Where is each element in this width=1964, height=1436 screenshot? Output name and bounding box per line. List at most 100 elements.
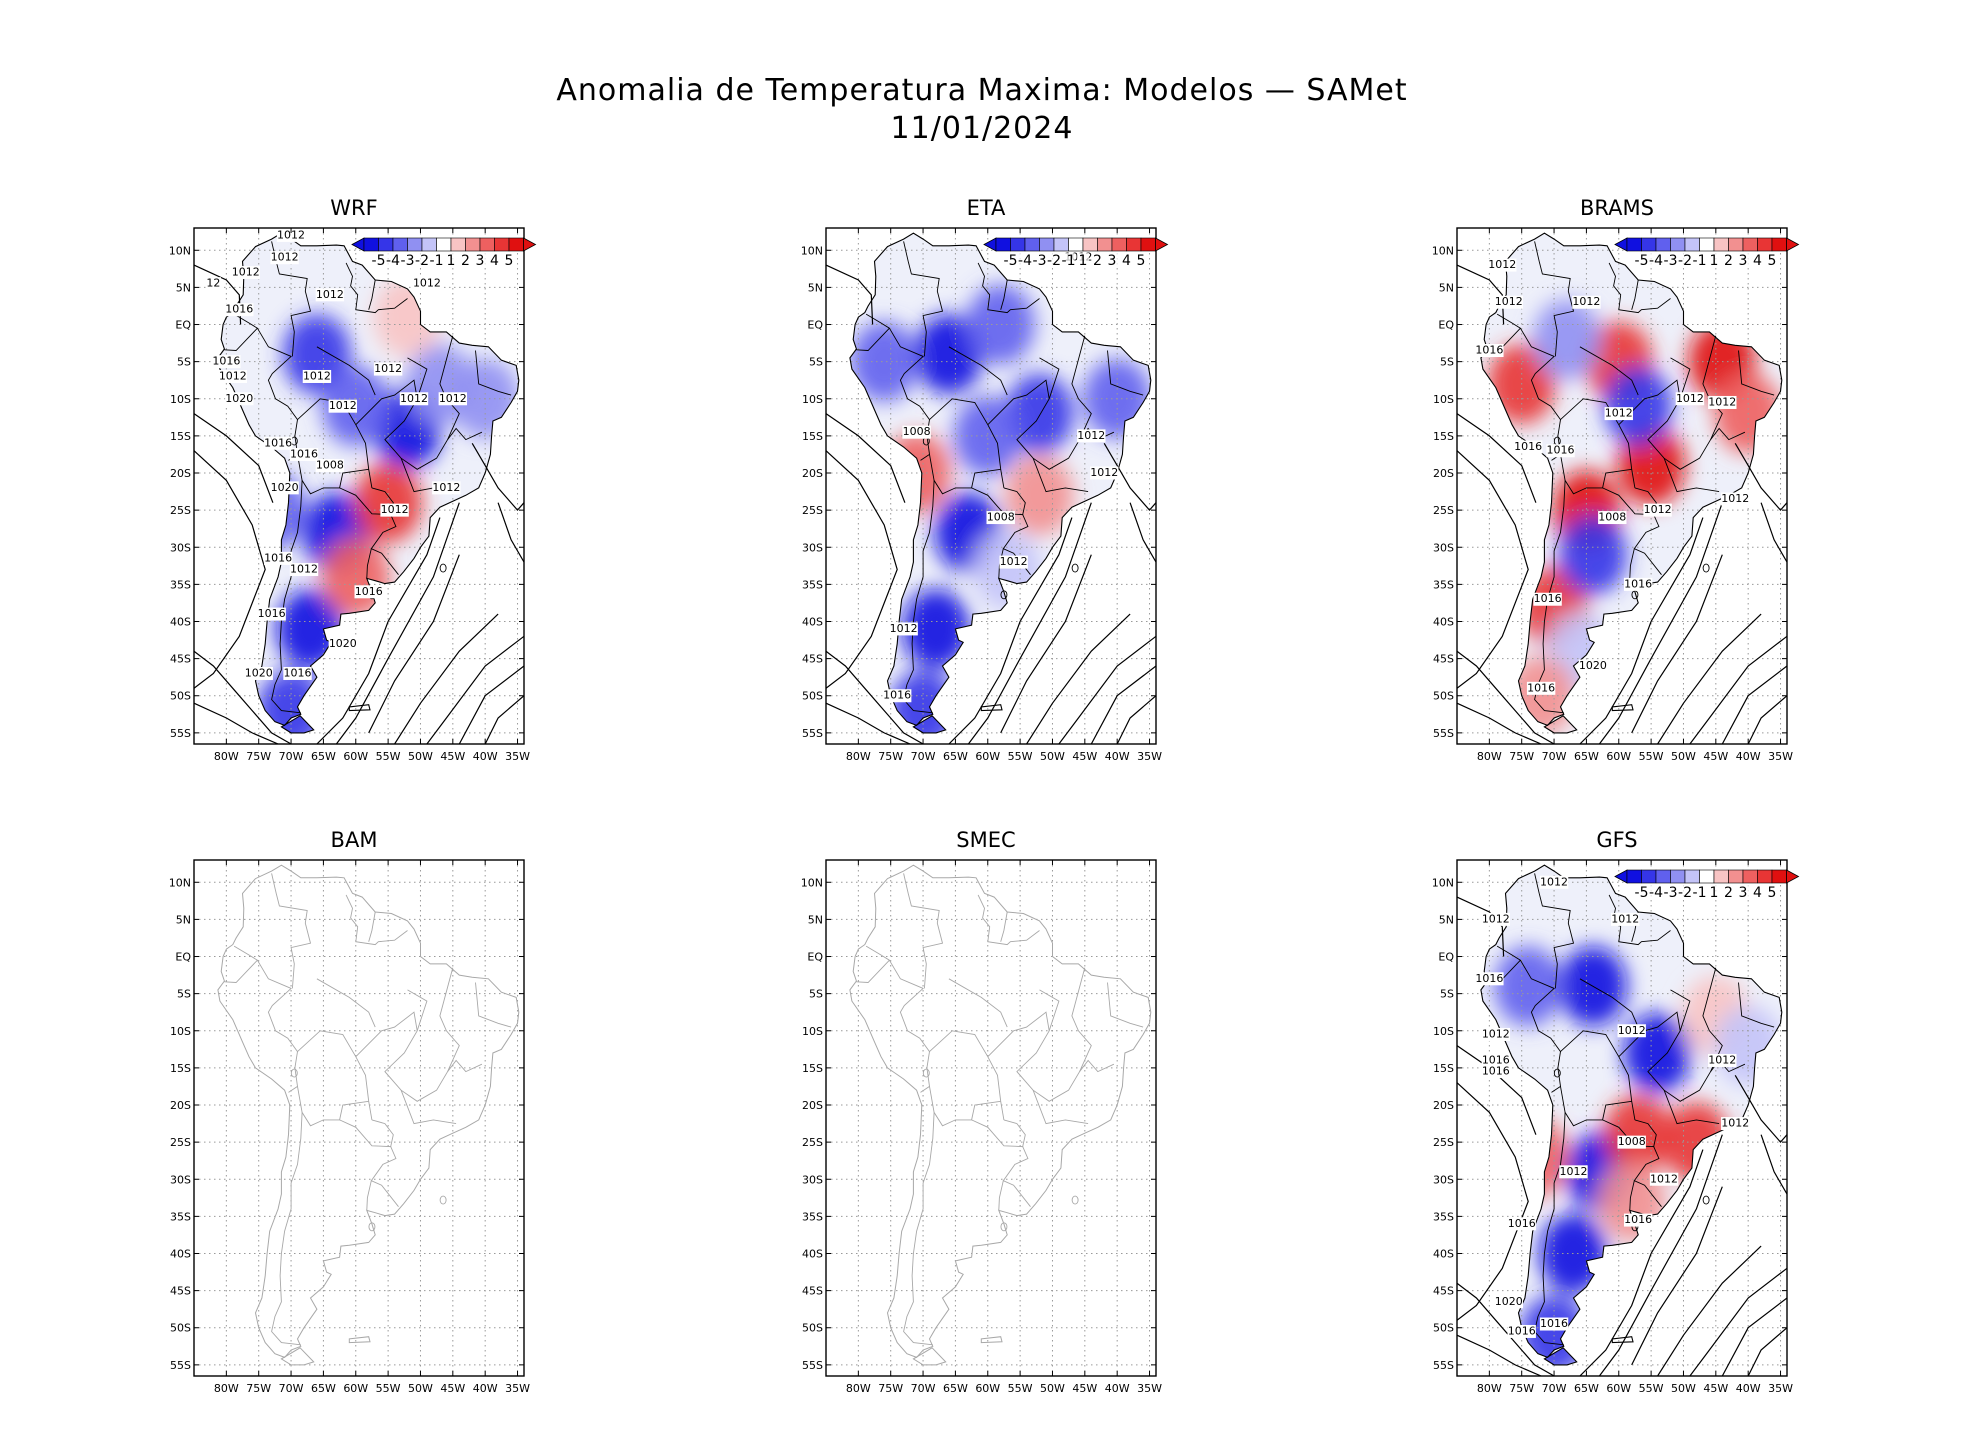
colorbar-label: 3 — [476, 253, 485, 269]
isobar-label: 1016 — [883, 689, 911, 702]
colorbar-label: -5 — [1004, 253, 1018, 269]
lat-tick-label: 25S — [1433, 1136, 1454, 1149]
colorbar-label: -2 — [1678, 885, 1692, 901]
anomaly-cell — [282, 314, 351, 395]
lat-tick-label: 55S — [170, 727, 191, 740]
lat-tick-label: 35S — [170, 578, 191, 591]
isobar-label: 1012 — [432, 481, 460, 494]
colorbar-label: 5 — [1768, 885, 1777, 901]
lat-tick-label: 35S — [802, 578, 823, 591]
lon-tick-label: 55W — [376, 750, 401, 763]
colorbar-swatch — [1126, 237, 1142, 252]
lon-tick-label: 45W — [1703, 1382, 1728, 1395]
colorbar-swatch — [407, 237, 423, 252]
lat-tick-label: 10S — [170, 393, 191, 406]
colorbar-swatch — [1010, 237, 1026, 252]
isobar-label: 1016 — [355, 585, 383, 598]
colorbar-label: 3 — [1108, 253, 1117, 269]
colorbar-label: -3 — [401, 253, 415, 269]
isobar-label: 1016 — [1514, 440, 1542, 453]
colorbar-swatch — [1140, 237, 1156, 252]
colorbar-label: -2 — [415, 253, 429, 269]
colorbar-label: 4 — [1753, 253, 1762, 269]
lon-tick-label: 50W — [408, 750, 433, 763]
country-borders — [1487, 241, 1775, 714]
map-smec: 10N 5N EQ 5S 10S 15S 20S 25S 30S 35S 40S 45S 50S 55S 8… — [801, 859, 1162, 1395]
colorbar-swatch — [421, 237, 437, 252]
lon-tick-label: 55W — [1639, 1382, 1664, 1395]
lat-tick-label: 55S — [1433, 1359, 1454, 1372]
isobar-label: 1020 — [225, 392, 253, 405]
anomaly-cell — [1494, 946, 1563, 1027]
lon-tick-label: 55W — [376, 1382, 401, 1395]
lat-tick-label: 40S — [802, 1247, 823, 1260]
lat-tick-label: 55S — [802, 727, 823, 740]
country-borders — [224, 873, 512, 1346]
colorbar-label: -3 — [1033, 253, 1047, 269]
isobar-lines — [1457, 264, 1787, 744]
isobar-label: 1012 — [1572, 295, 1600, 308]
lat-tick-label: 50S — [802, 690, 823, 703]
colorbar-label: -4 — [1649, 253, 1663, 269]
lat-tick-label: 50S — [170, 1322, 191, 1335]
colorbar-label: 2 — [461, 253, 470, 269]
lat-tick-label: 5N — [1439, 281, 1454, 294]
isobar-label: 1016 — [290, 447, 318, 460]
colorbar-swatch — [1039, 237, 1055, 252]
colorbar-label: -1 — [1062, 253, 1076, 269]
lat-tick-label: 25S — [802, 504, 823, 517]
map-panel-wrf: WRF 1012 1012 1012 12 1012 1012 1016 1016 1012 10… — [144, 194, 564, 794]
colorbar-swatch — [1111, 237, 1127, 252]
lat-tick-label: 50S — [1433, 690, 1454, 703]
lon-tick-label: 65W — [311, 1382, 336, 1395]
lat-tick-label: 55S — [170, 1359, 191, 1372]
isobar-label: 1012 — [1495, 295, 1523, 308]
anomaly-cell — [1558, 514, 1627, 595]
isobar-label: 1012 — [1090, 466, 1118, 479]
lat-tick-label: 10S — [802, 1025, 823, 1038]
anomaly-cell — [1533, 299, 1601, 380]
lon-tick-label: 70W — [911, 1382, 936, 1395]
isobar-label: 1016 — [225, 303, 253, 316]
lon-tick-label: 65W — [1574, 1382, 1599, 1395]
colorbar-legend: -5 -4 -3 -2 -1 1 2 3 4 5 — [983, 237, 1169, 269]
lat-tick-label: 30S — [802, 541, 823, 554]
isobar-label: 1012 — [1708, 1053, 1736, 1066]
lat-tick-label: 45S — [1433, 653, 1454, 666]
anomaly-cell — [1500, 1116, 1569, 1197]
lat-tick-label: 45S — [170, 1285, 191, 1298]
lat-tick-label: 45S — [1433, 1285, 1454, 1298]
anomaly-cell — [973, 529, 1042, 610]
lon-tick-label: 80W — [1477, 750, 1502, 763]
colorbar-swatch — [1742, 869, 1758, 884]
colorbar-label: 3 — [1739, 253, 1748, 269]
anomaly-cell — [1604, 1094, 1673, 1175]
lat-tick-label: EQ — [807, 319, 823, 332]
lat-tick-label: 5S — [1440, 988, 1454, 1001]
isobar-label: 1012 — [303, 369, 331, 382]
colorbar-swatch — [1082, 237, 1098, 252]
lat-tick-label: 30S — [170, 541, 191, 554]
lat-tick-label: 5N — [808, 281, 823, 294]
isobar-label: 12 — [206, 277, 220, 290]
isobar-label: 1012 — [381, 503, 409, 516]
isobar-label: 1008 — [987, 511, 1015, 524]
colorbar-swatch — [1641, 237, 1657, 252]
lat-tick-label: EQ — [175, 951, 191, 964]
lon-tick-label: 35W — [1137, 750, 1162, 763]
lon-tick-label: 70W — [279, 1382, 304, 1395]
anomaly-cell — [1005, 455, 1074, 536]
lat-tick-label: 35S — [170, 1210, 191, 1223]
colorbar-swatch — [1684, 237, 1700, 252]
colorbar-label: 1 — [1710, 253, 1719, 269]
colorbar-swatch — [1771, 869, 1787, 884]
colorbar-label: 1 — [447, 253, 456, 269]
lon-tick-label: 70W — [1542, 750, 1567, 763]
lon-tick-label: 65W — [943, 750, 968, 763]
lat-tick-label: 5S — [809, 356, 823, 369]
colorbar-legend: -5 -4 -3 -2 -1 1 2 3 4 5 — [1614, 237, 1800, 269]
isobar-label: 1016 — [1527, 681, 1555, 694]
lat-tick-label: 10N — [801, 876, 823, 889]
panel-title-brams: BRAMS — [1580, 196, 1654, 220]
lat-tick-label: 10N — [1432, 876, 1454, 889]
